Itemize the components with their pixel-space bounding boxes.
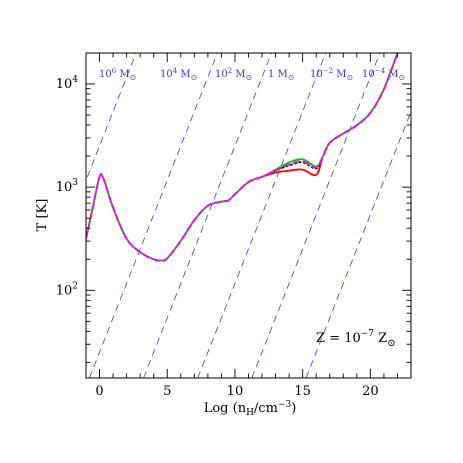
jeans-mass-line: [86, 53, 137, 182]
jeans-mass-label: 102 M⊙: [215, 67, 252, 82]
metallicity-annotation: Z = 10−7 Z⊙: [316, 329, 396, 349]
y-tick-label: 104: [56, 75, 79, 92]
jeans-mass-label: 10−4 M⊙: [362, 67, 405, 82]
series-line: [86, 53, 399, 262]
y-tick-label: 103: [56, 178, 79, 195]
y-tick-label: 102: [56, 281, 78, 298]
x-tick-label: 20: [362, 384, 379, 399]
x-tick-label: 5: [163, 384, 171, 399]
x-tick-label: 10: [227, 384, 244, 399]
jeans-mass-line: [143, 53, 272, 378]
x-axis-title: Log (nH/cm−3): [204, 400, 297, 418]
jeans-mass-labels: 106 M⊙ 104 M⊙ 102 M⊙ 1 M⊙ 10−2 M⊙ 10−4 M⊙: [99, 67, 405, 82]
jeans-mass-label: 104 M⊙: [160, 67, 197, 82]
series-line: [86, 53, 399, 262]
jeans-mass-label: 106 M⊙: [99, 67, 136, 82]
y-axis-title: T [K]: [35, 199, 50, 232]
x-tick-label: 15: [294, 384, 311, 399]
jeans-mass-guides: [86, 53, 411, 378]
x-tick-label: 0: [95, 384, 103, 399]
jeans-mass-line: [197, 53, 327, 378]
axis-ticks: [85, 53, 412, 378]
jeans-mass-line: [89, 53, 218, 378]
temperature-curves: [86, 53, 399, 262]
jeans-mass-line: [305, 110, 411, 378]
axis-tick-labels: 0 5 10 15 20 102 103 104: [56, 75, 379, 399]
series-line: [86, 53, 399, 262]
jeans-mass-label: 10−2 M⊙: [310, 67, 353, 82]
series-line: [86, 53, 399, 262]
jeans-mass-label: 1 M⊙: [268, 69, 295, 82]
jeans-mass-line: [251, 53, 381, 378]
